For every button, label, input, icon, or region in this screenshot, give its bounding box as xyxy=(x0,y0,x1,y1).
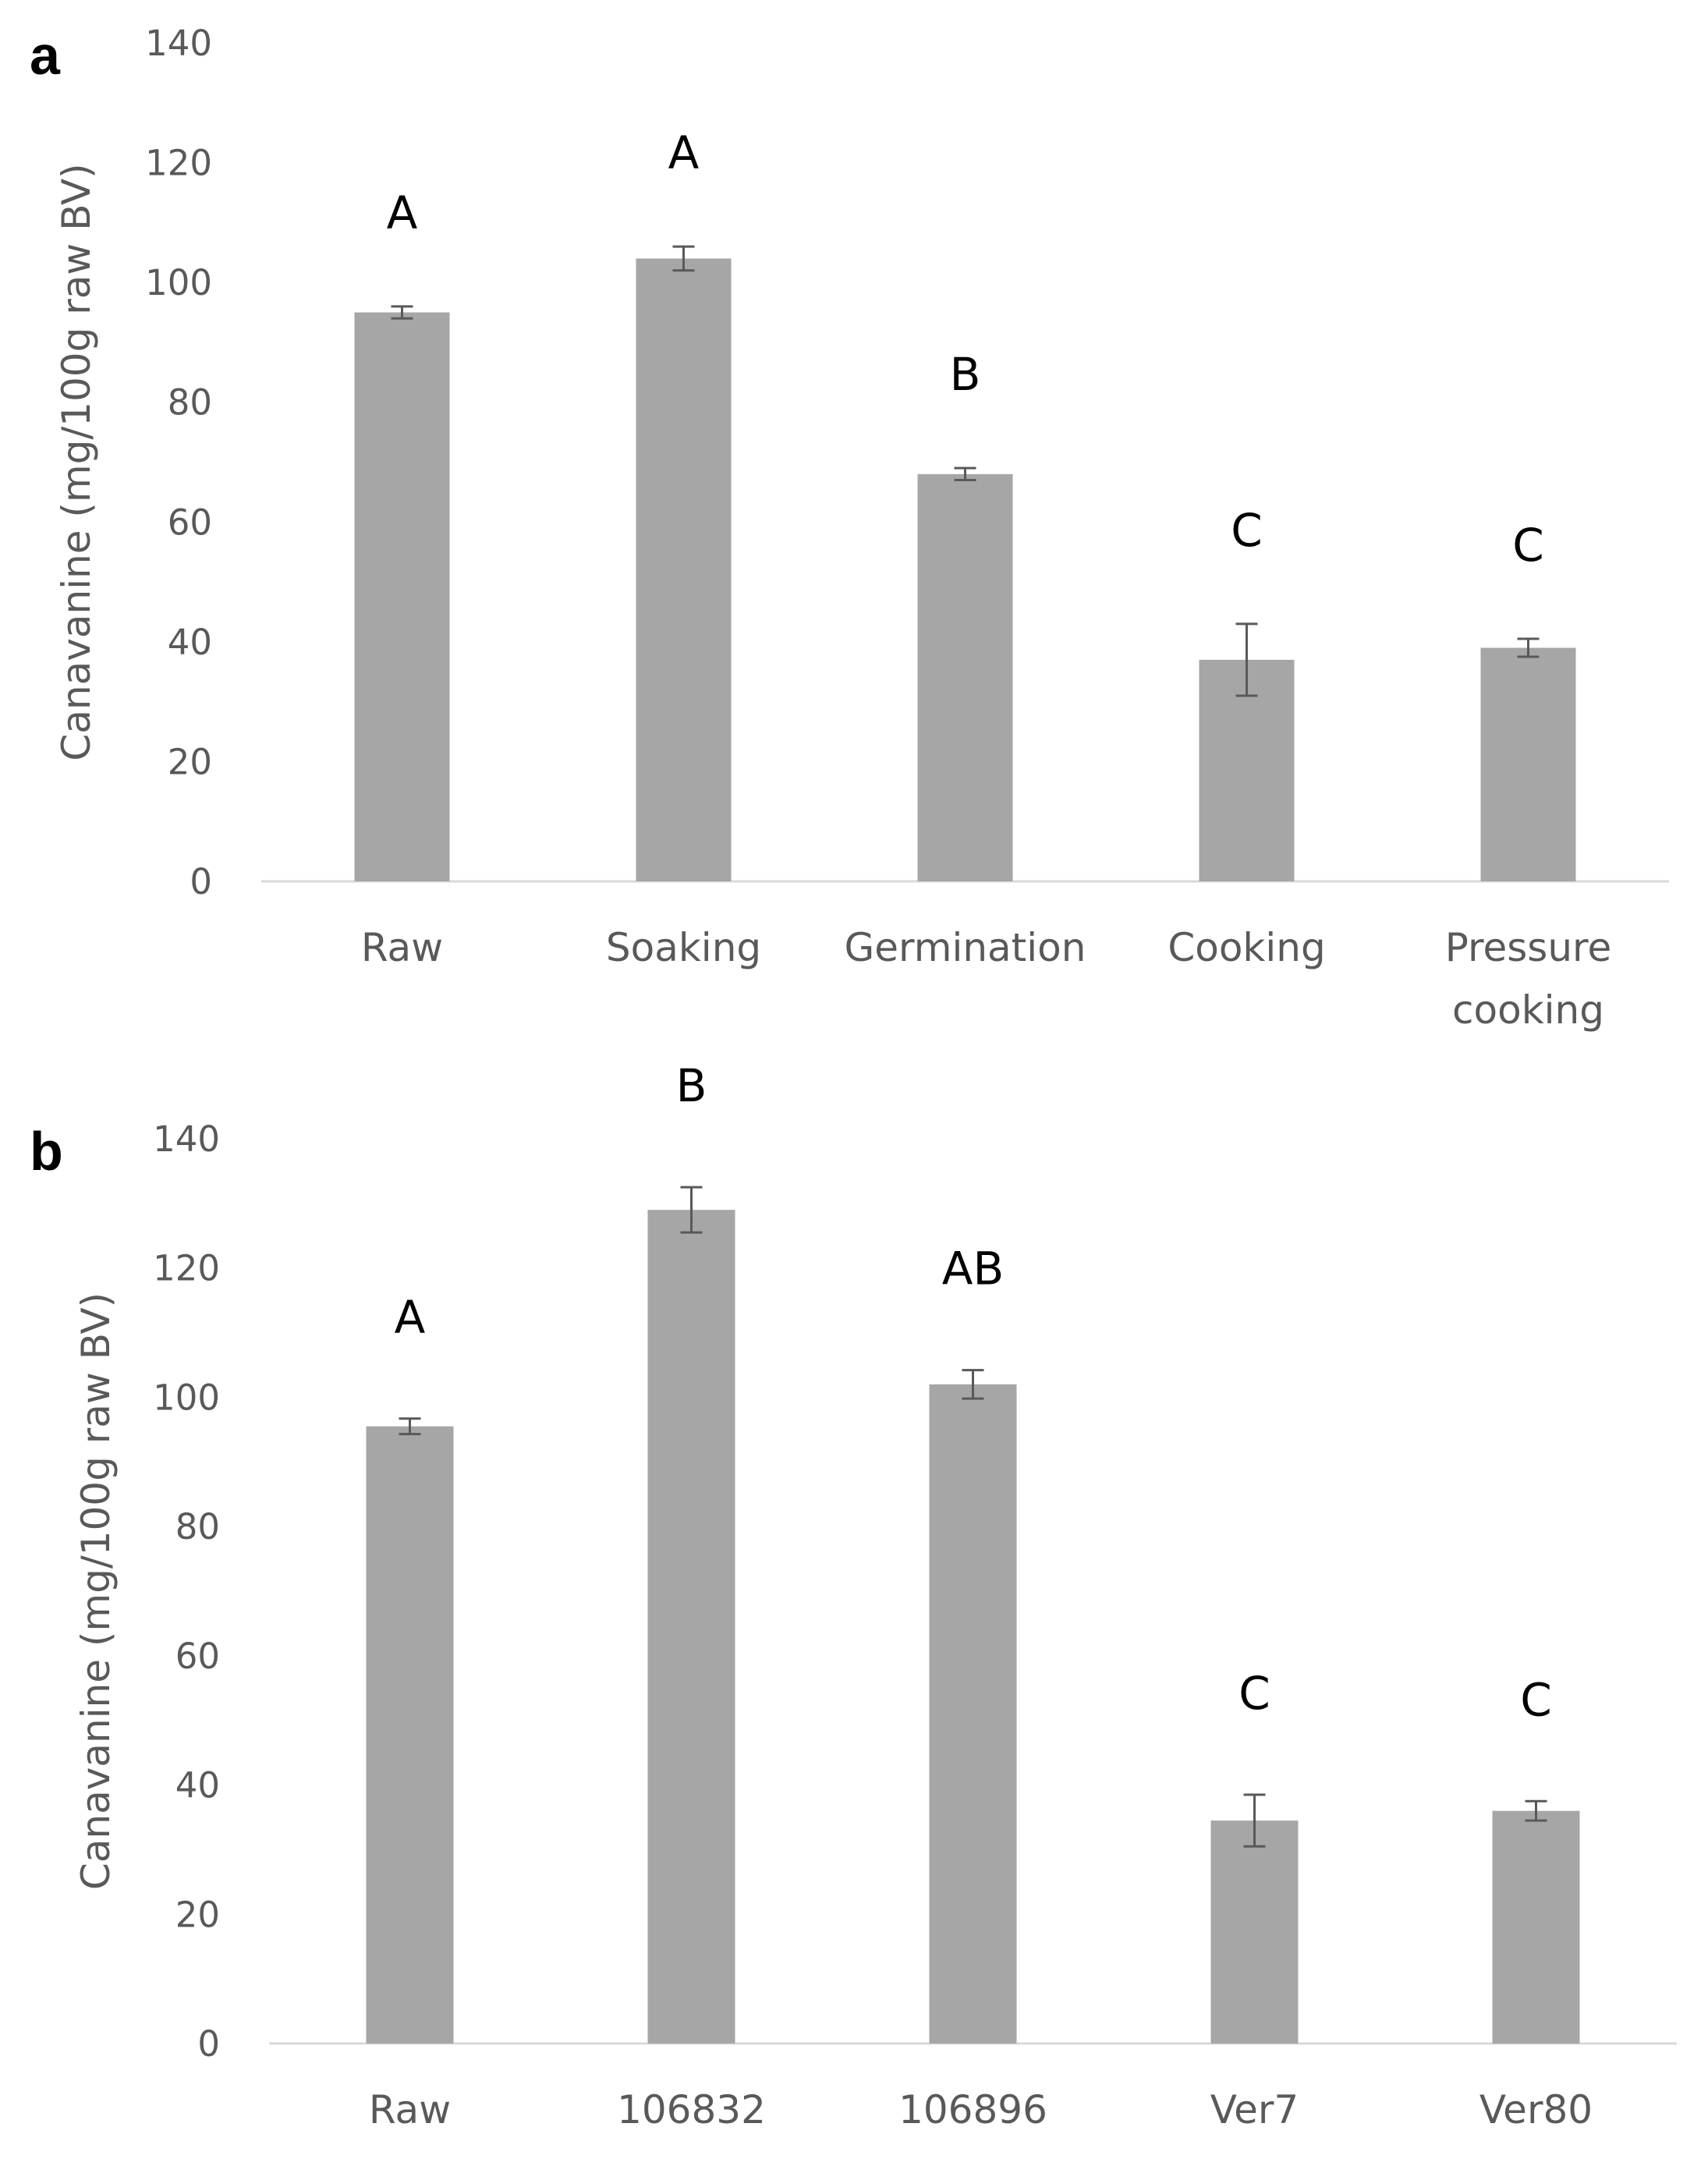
x-tick-label: Cooking xyxy=(1168,925,1325,970)
x-tick-label: Raw xyxy=(369,2087,451,2132)
error-bar xyxy=(1517,637,1540,658)
x-tick-label: Ver80 xyxy=(1479,2087,1593,2132)
y-tick-label: 140 xyxy=(145,23,212,64)
error-bar xyxy=(391,305,413,320)
y-tick-label: 100 xyxy=(145,262,212,303)
x-tick-label-line: Ver80 xyxy=(1479,2087,1593,2132)
error-bar xyxy=(1235,622,1258,697)
error-bar xyxy=(680,1186,703,1234)
y-tick-label: 120 xyxy=(153,1248,220,1289)
bar xyxy=(1480,647,1576,881)
significance-label: A xyxy=(387,186,418,239)
significance-label: A xyxy=(668,126,700,179)
significance-label: C xyxy=(1512,519,1544,572)
x-tick-label-line: Cooking xyxy=(1168,925,1325,970)
error-bar xyxy=(962,1369,984,1400)
panel-label-b: b xyxy=(30,1121,63,1182)
x-tick-label: Pressure cooking xyxy=(1445,925,1612,1033)
bar xyxy=(1492,1810,1580,2044)
x-tick-label-line: Pressure xyxy=(1445,925,1612,970)
y-tick-label: 100 xyxy=(153,1377,220,1418)
y-axis-label: Canavanine (mg/100g raw BV) xyxy=(73,1292,119,1890)
y-tick-label: 0 xyxy=(197,2023,220,2065)
panel-label-a: a xyxy=(30,25,61,86)
bar xyxy=(354,312,450,881)
error-bar xyxy=(1243,1793,1266,1848)
y-tick-label: 20 xyxy=(168,741,212,782)
error-bar xyxy=(672,245,695,272)
significance-label: B xyxy=(950,348,981,401)
y-tick-label: 20 xyxy=(175,1894,220,1935)
chart-panel-a: a 0 20 40 60 80 100 120 140 Canavanine (mg/100g … xyxy=(30,23,1669,1033)
x-tick-label-line: Soaking xyxy=(606,925,761,970)
x-tick-label-line: 106832 xyxy=(617,2087,766,2132)
error-bar xyxy=(1525,1799,1547,1822)
error-bar xyxy=(954,466,976,482)
error-bar xyxy=(399,1417,421,1436)
y-tick-label: 120 xyxy=(145,143,212,184)
y-tick-label: 80 xyxy=(168,382,212,424)
y-tick-label: 0 xyxy=(190,861,212,902)
significance-label: C xyxy=(1520,1673,1552,1726)
x-tick-label-line: 106896 xyxy=(898,2087,1047,2132)
bar xyxy=(1210,1820,1299,2044)
x-tick-label: 106832 xyxy=(617,2087,766,2132)
significance-label: AB xyxy=(942,1242,1004,1296)
significance-label: B xyxy=(676,1059,707,1112)
significance-label: A xyxy=(395,1291,426,1344)
x-tick-label-line: cooking xyxy=(1452,987,1604,1033)
bar xyxy=(917,473,1013,881)
y-tick-label: 60 xyxy=(175,1636,220,1677)
bar xyxy=(636,258,732,881)
significance-label: C xyxy=(1238,1667,1270,1720)
x-tick-label: 106896 xyxy=(898,2087,1047,2132)
y-tick-label: 140 xyxy=(153,1118,220,1160)
significance-label: C xyxy=(1231,504,1263,557)
y-tick-label: 40 xyxy=(168,622,212,663)
x-tick-label: Ver7 xyxy=(1210,2087,1299,2132)
y-axis-label: Canavanine (mg/100g raw BV) xyxy=(54,163,99,760)
bar xyxy=(929,1384,1017,2044)
bar xyxy=(366,1426,454,2044)
chart-panel-b: b 0 20 40 60 80 100 120 140 Canavanine (mg/100g … xyxy=(30,1059,1677,2132)
bar xyxy=(647,1210,735,2044)
y-tick-label: 60 xyxy=(168,502,212,543)
x-tick-label: Soaking xyxy=(606,925,761,970)
y-tick-label: 80 xyxy=(175,1506,220,1547)
x-tick-label: Germination xyxy=(845,925,1086,970)
x-tick-label-line: Ver7 xyxy=(1210,2087,1299,2132)
x-tick-label-line: Raw xyxy=(369,2087,451,2132)
y-tick-label: 40 xyxy=(175,1765,220,1806)
x-tick-label-line: Germination xyxy=(845,925,1086,970)
x-tick-label: Raw xyxy=(361,925,443,970)
x-tick-label-line: Raw xyxy=(361,925,443,970)
